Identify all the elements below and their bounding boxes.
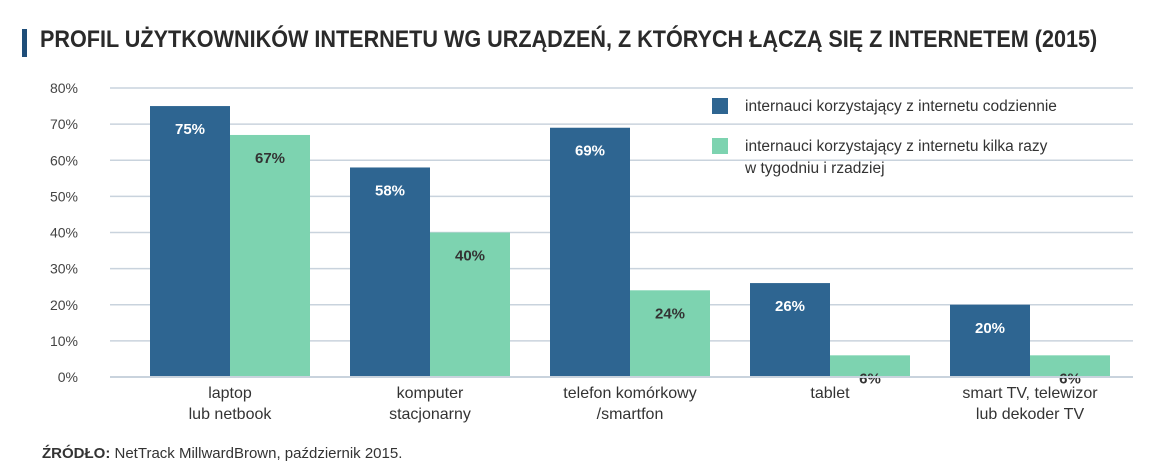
title-accent-bar	[22, 29, 27, 57]
x-tick-label: laptop	[208, 385, 252, 402]
legend-swatch	[712, 138, 728, 154]
x-tick-label: lub netbook	[189, 406, 273, 423]
bar	[830, 355, 910, 377]
y-tick-label: 20%	[50, 297, 78, 313]
y-tick-label: 0%	[58, 369, 78, 385]
chart-title: PROFIL UŻYTKOWNIKÓW INTERNETU WG URZĄDZE…	[40, 26, 1098, 53]
data-label: 69%	[575, 143, 605, 160]
x-tick-label: komputer	[397, 385, 464, 402]
x-tick-label: tablet	[810, 385, 850, 402]
x-tick-label: lub dekoder TV	[976, 406, 1085, 423]
y-tick-label: 80%	[50, 80, 78, 96]
legend-label: internauci korzystający z internetu codz…	[745, 98, 1057, 115]
source-text: NetTrack MillwardBrown, październik 2015…	[110, 445, 403, 462]
bar	[750, 283, 830, 377]
x-tick-label: smart TV, telewizor	[962, 385, 1098, 402]
y-tick-label: 50%	[50, 188, 78, 204]
legend-label: internauci korzystający z internetu kilk…	[745, 138, 1048, 155]
data-label: 40%	[455, 248, 485, 265]
data-label: 6%	[1059, 370, 1081, 387]
data-label: 20%	[975, 320, 1005, 337]
bar	[550, 127, 630, 377]
bar	[1030, 355, 1110, 377]
bar	[950, 304, 1030, 377]
data-label: 58%	[375, 182, 405, 199]
y-tick-label: 30%	[50, 261, 78, 277]
y-tick-label: 40%	[50, 225, 78, 241]
bar	[430, 232, 510, 377]
bar	[630, 290, 710, 377]
bar	[230, 134, 310, 377]
legend-label: w tygodniu i rzadziej	[744, 160, 885, 177]
data-label: 75%	[175, 121, 205, 138]
y-tick-label: 60%	[50, 152, 78, 168]
data-label: 67%	[255, 150, 285, 167]
y-tick-label: 70%	[50, 116, 78, 132]
data-label: 24%	[655, 305, 685, 322]
x-tick-label: /smartfon	[597, 406, 664, 423]
data-label: 6%	[859, 370, 881, 387]
data-label: 26%	[775, 298, 805, 315]
source-label: ŹRÓDŁO:	[42, 445, 111, 462]
y-tick-label: 10%	[50, 333, 78, 349]
legend-swatch	[712, 98, 728, 114]
bar	[350, 167, 430, 377]
x-tick-label: stacjonarny	[389, 406, 471, 423]
bar	[150, 106, 230, 377]
x-tick-label: telefon komórkowy	[563, 385, 696, 402]
source-note: ŹRÓDŁO: NetTrack MillwardBrown, paździer…	[42, 445, 402, 462]
